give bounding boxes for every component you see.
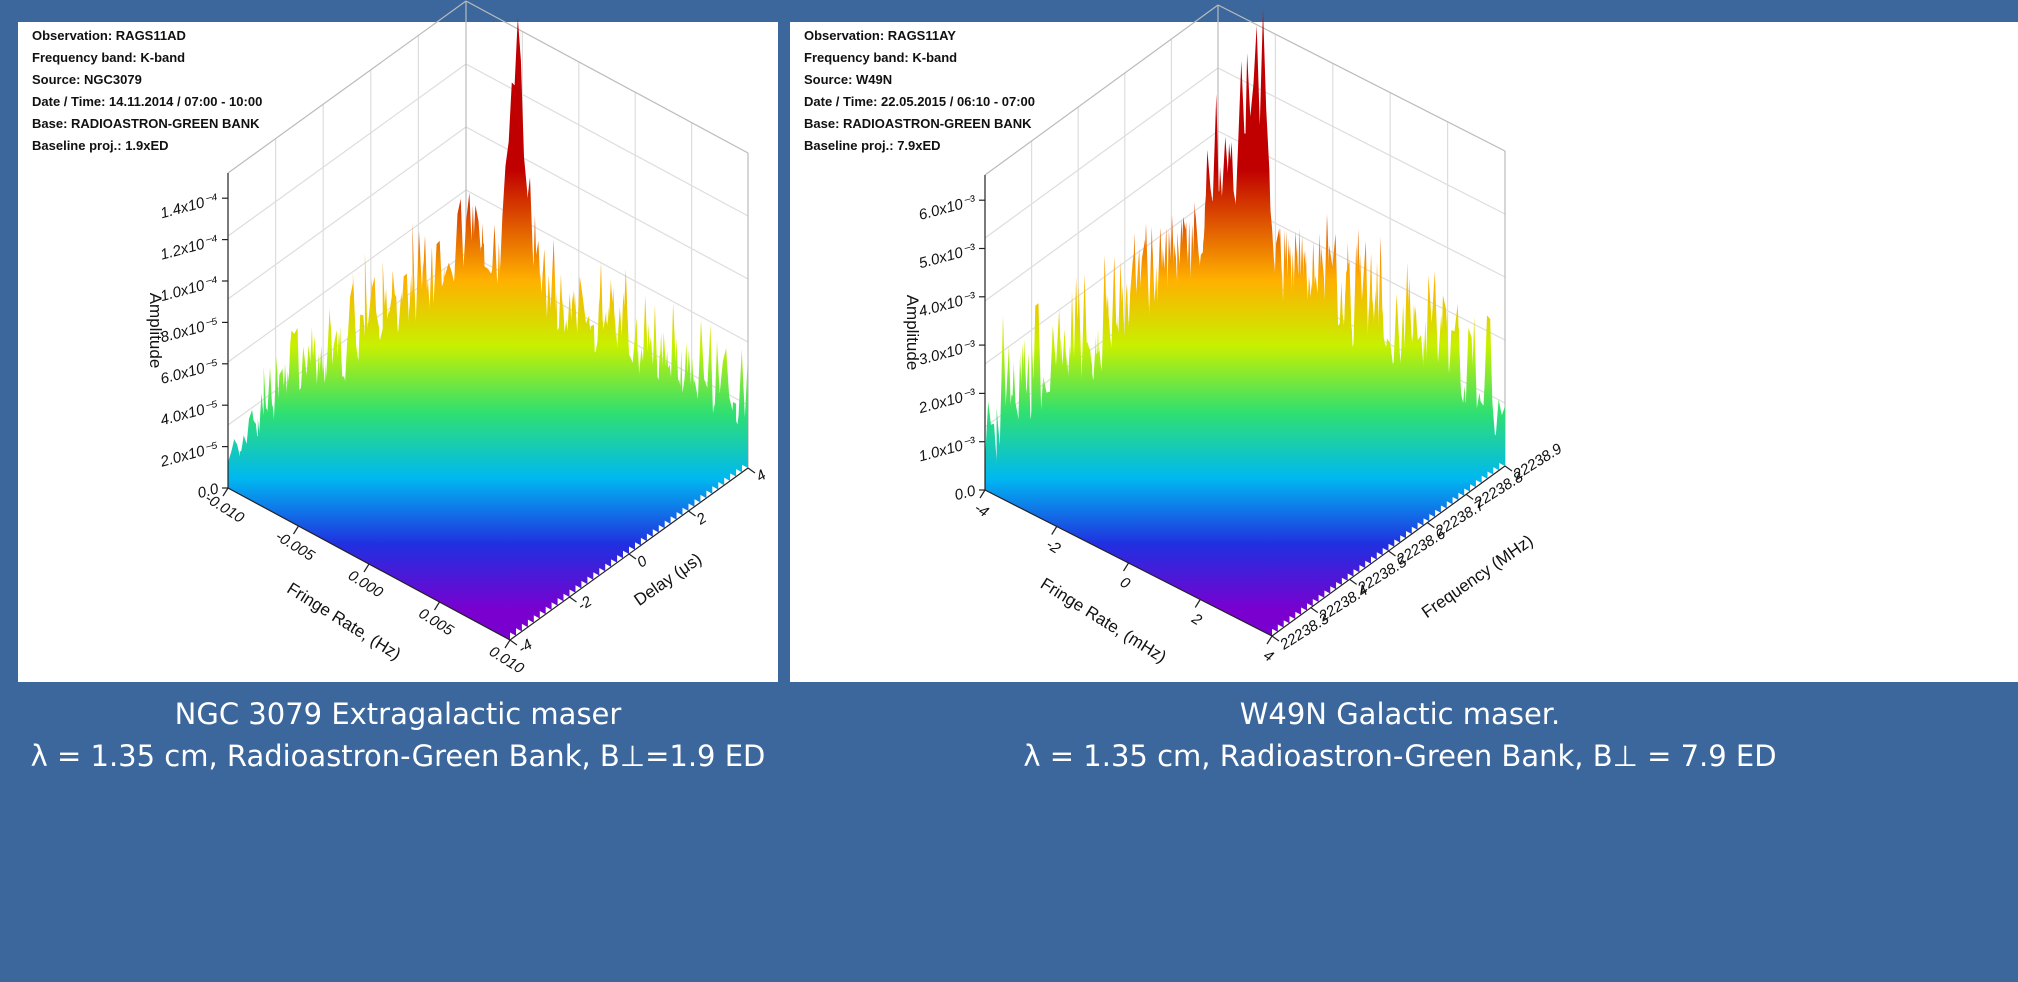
info-line: Base: RADIOASTRON-GREEN BANK <box>804 116 1032 131</box>
tick-mark <box>1122 562 1130 572</box>
tick-mark <box>1349 578 1358 585</box>
box-edge <box>984 4 1219 176</box>
surface-strip <box>985 351 1272 636</box>
info-line: Source: W49N <box>804 72 892 87</box>
tick-mark <box>1504 465 1513 472</box>
tick-mark <box>1426 522 1435 529</box>
wall-grid <box>984 130 1219 302</box>
wall-grid <box>1217 67 1506 215</box>
caption: λ = 1.35 cm, Radioastron-Green Bank, B⊥ … <box>1023 739 1776 773</box>
info-line: Date / Time: 22.05.2015 / 06:10 - 07:00 <box>804 94 1035 109</box>
tick-mark <box>433 601 441 611</box>
tick-mark <box>222 487 229 497</box>
info-line: Frequency band: K-band <box>804 50 957 65</box>
tick-mark <box>688 510 696 517</box>
tick-mark <box>1310 607 1319 614</box>
caption: NGC 3079 Extragalactic maser <box>175 697 622 731</box>
info-line: Observation: RAGS11AY <box>804 28 956 43</box>
tick-mark <box>1388 550 1396 557</box>
z-axis-label: Amplitude <box>146 293 165 369</box>
info-line: Frequency band: K-band <box>32 50 185 65</box>
z-tick-label: 0.0 <box>953 482 978 504</box>
info-line: Observation: RAGS11AD <box>32 28 186 43</box>
tick-mark <box>509 639 518 646</box>
surface-strip <box>228 406 510 640</box>
tick-mark <box>1051 526 1058 535</box>
tick-mark <box>1194 599 1201 608</box>
caption: λ = 1.35 cm, Radioastron-Green Bank, B⊥=… <box>31 739 766 773</box>
info-line: Date / Time: 14.11.2014 / 07:00 - 10:00 <box>32 94 262 109</box>
wall-grid <box>227 189 467 363</box>
tick-mark <box>1266 635 1273 645</box>
box-edge <box>227 0 467 174</box>
tick-mark <box>569 596 577 603</box>
tick-mark <box>504 639 511 649</box>
wall-grid <box>227 63 467 237</box>
wall-grid <box>227 126 467 300</box>
z-axis-label: Amplitude <box>903 295 922 371</box>
tick-mark <box>628 553 637 560</box>
info-line: Baseline proj.: 1.9xED <box>32 138 169 153</box>
wall-grid <box>984 67 1219 239</box>
tick-mark <box>292 525 300 535</box>
info-line: Baseline proj.: 7.9xED <box>804 138 941 153</box>
tick-mark <box>747 467 756 474</box>
tick-mark <box>1271 635 1280 642</box>
caption: W49N Galactic maser. <box>1240 697 1561 731</box>
info-line: Base: RADIOASTRON-GREEN BANK <box>32 116 260 131</box>
wall-grid <box>984 193 1219 365</box>
box-edge <box>1217 4 1506 152</box>
z-tick-label: 0.0 <box>196 480 221 502</box>
tick-mark <box>979 489 986 499</box>
info-line: Source: NGC3079 <box>32 72 142 87</box>
box-edge <box>465 0 749 154</box>
tick-mark <box>1465 493 1474 500</box>
tick-mark <box>363 563 370 573</box>
